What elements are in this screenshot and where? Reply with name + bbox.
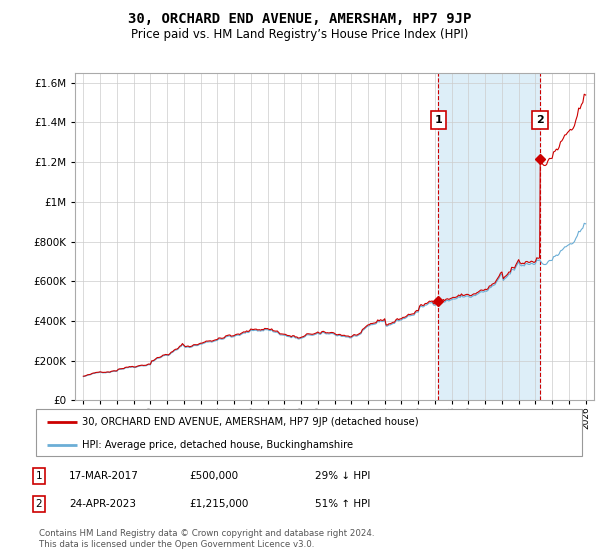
Text: 2: 2 [536, 115, 544, 125]
Text: 24-APR-2023: 24-APR-2023 [69, 499, 136, 509]
Text: 2: 2 [35, 499, 43, 509]
Text: 30, ORCHARD END AVENUE, AMERSHAM, HP7 9JP: 30, ORCHARD END AVENUE, AMERSHAM, HP7 9J… [128, 12, 472, 26]
Text: Contains HM Land Registry data © Crown copyright and database right 2024.
This d: Contains HM Land Registry data © Crown c… [39, 529, 374, 549]
Text: Price paid vs. HM Land Registry’s House Price Index (HPI): Price paid vs. HM Land Registry’s House … [131, 28, 469, 41]
Text: 29% ↓ HPI: 29% ↓ HPI [315, 471, 370, 481]
Bar [439, 73, 540, 400]
Text: 1: 1 [35, 471, 43, 481]
Text: 30, ORCHARD END AVENUE, AMERSHAM, HP7 9JP (detached house): 30, ORCHARD END AVENUE, AMERSHAM, HP7 9J… [82, 417, 419, 427]
Text: HPI: Average price, detached house, Buckinghamshire: HPI: Average price, detached house, Buck… [82, 440, 353, 450]
Text: 51% ↑ HPI: 51% ↑ HPI [315, 499, 370, 509]
FancyBboxPatch shape [36, 409, 582, 456]
Text: £1,215,000: £1,215,000 [189, 499, 248, 509]
Text: 17-MAR-2017: 17-MAR-2017 [69, 471, 139, 481]
Text: £500,000: £500,000 [189, 471, 238, 481]
Text: 1: 1 [434, 115, 442, 125]
